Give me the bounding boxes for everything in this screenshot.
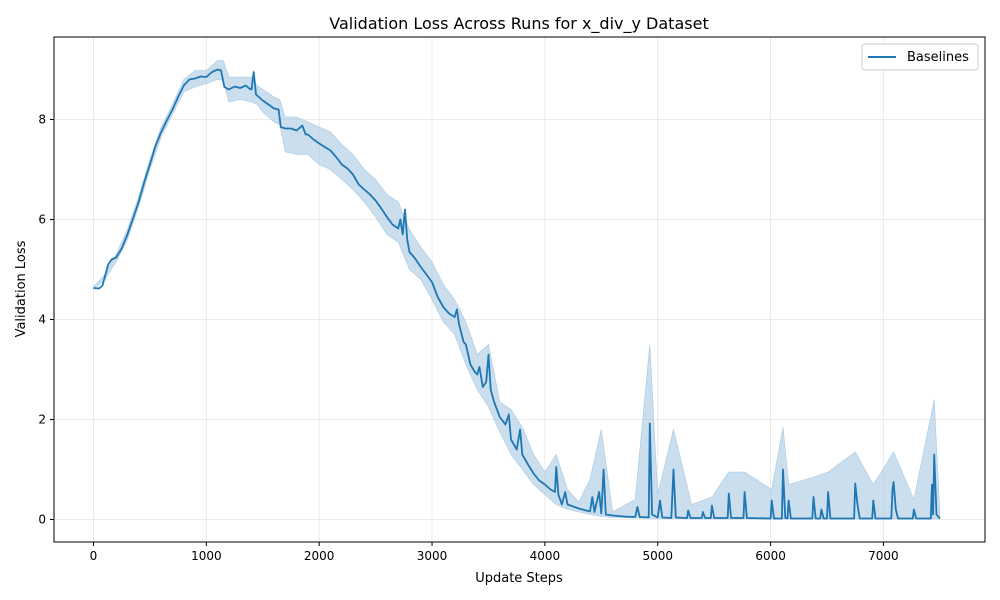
- legend: Baselines: [861, 43, 979, 71]
- series-band-baselines: [93, 60, 941, 520]
- legend-box: [861, 43, 979, 71]
- y-tick-label: 0: [38, 513, 46, 527]
- y-tick-label: 8: [38, 113, 46, 127]
- y-tick-label: 2: [38, 413, 46, 427]
- y-axis: 0 2 4 6 8: [38, 113, 54, 527]
- x-tick-label: 0: [90, 549, 98, 563]
- y-axis-label: Validation Loss: [14, 240, 29, 337]
- chart-title: Validation Loss Across Runs for x_div_y …: [329, 14, 708, 34]
- x-tick-label: 6000: [755, 549, 786, 563]
- plot-frame: [53, 36, 986, 543]
- x-tick-label: 4000: [530, 549, 561, 563]
- x-tick-label: 5000: [642, 549, 673, 563]
- series-line-baselines: [93, 68, 941, 520]
- legend-label-baselines: Baselines: [907, 50, 969, 65]
- x-tick-label: 7000: [868, 549, 899, 563]
- x-tick-label: 1000: [191, 549, 222, 563]
- y-tick-label: 6: [38, 213, 46, 227]
- line-layer: [93, 68, 941, 520]
- x-axis: 0 1000 2000 3000 4000 5000 6000 7000: [90, 542, 899, 563]
- grid-layer: [54, 37, 985, 542]
- x-tick-label: 3000: [417, 549, 448, 563]
- band-layer: [93, 60, 941, 520]
- x-axis-label: Update Steps: [475, 571, 563, 586]
- x-tick-label: 2000: [304, 549, 335, 563]
- y-tick-label: 4: [38, 313, 46, 327]
